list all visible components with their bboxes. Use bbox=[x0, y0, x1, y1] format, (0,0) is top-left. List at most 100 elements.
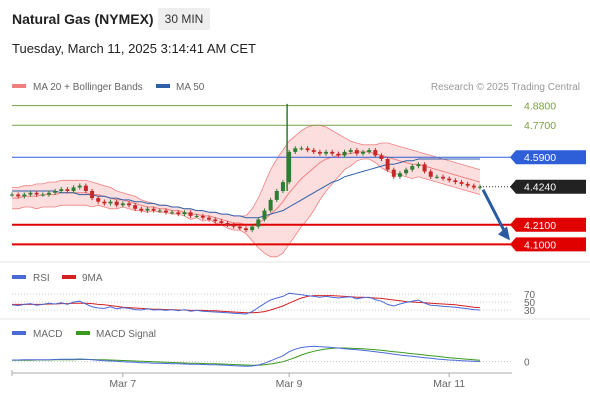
candle-body bbox=[256, 219, 261, 227]
rsi-tick-label: 30 bbox=[524, 306, 536, 317]
candle-body bbox=[465, 183, 470, 186]
candle-body bbox=[16, 194, 21, 197]
legend-swatch-rsi-ma bbox=[62, 275, 76, 279]
candle-body bbox=[213, 219, 218, 222]
candle-body bbox=[434, 176, 439, 178]
panel-separator bbox=[0, 318, 590, 320]
candle-body bbox=[108, 201, 113, 204]
level-label-bg-4.2100 bbox=[510, 217, 586, 232]
candle-body bbox=[22, 194, 27, 197]
candle-body bbox=[453, 180, 458, 183]
candle-body bbox=[225, 223, 230, 225]
candle-body bbox=[330, 151, 335, 154]
candle-body bbox=[348, 150, 353, 152]
candle-body bbox=[163, 210, 168, 213]
candle-body bbox=[102, 201, 107, 204]
x-tick-label: Mar 9 bbox=[276, 378, 303, 390]
candle-body bbox=[280, 182, 285, 191]
candle-body bbox=[40, 194, 45, 196]
candle-body bbox=[262, 210, 267, 220]
ma50-line bbox=[12, 158, 480, 219]
candle-body bbox=[237, 226, 242, 229]
candle-body bbox=[416, 164, 421, 167]
credit-text: Research © 2025 Trading Central bbox=[431, 82, 580, 93]
candle-body bbox=[182, 212, 187, 215]
legend-swatch-macd bbox=[12, 331, 26, 335]
candle-body bbox=[90, 191, 95, 199]
level-label-4.8800: 4.8800 bbox=[524, 101, 556, 113]
projection-arrow-line bbox=[481, 189, 508, 236]
candle-body bbox=[127, 203, 131, 206]
candle-body bbox=[157, 210, 162, 212]
candle-body bbox=[447, 178, 452, 181]
candle-body bbox=[367, 150, 372, 152]
candle-body bbox=[305, 148, 310, 151]
candle-body bbox=[293, 148, 298, 152]
legend-swatch-rsi bbox=[12, 275, 26, 279]
level-label-4.5900: 4.5900 bbox=[524, 152, 556, 164]
candle-body bbox=[391, 169, 396, 177]
candle-body bbox=[133, 205, 138, 209]
candle-body bbox=[145, 208, 150, 211]
candle-body bbox=[59, 189, 64, 191]
candle-body bbox=[65, 189, 70, 191]
legend-swatch-ma50 bbox=[156, 84, 170, 88]
candle-body bbox=[170, 212, 175, 214]
candle-body bbox=[194, 215, 199, 217]
candle-body bbox=[77, 185, 82, 188]
candle-body bbox=[176, 212, 181, 215]
level-label-4.2100: 4.2100 bbox=[524, 220, 556, 232]
candle-body bbox=[34, 192, 39, 195]
legend-label-macd: MACD bbox=[33, 329, 62, 340]
candle-body bbox=[354, 150, 359, 154]
candle-body bbox=[311, 150, 316, 152]
candle-body bbox=[428, 171, 433, 177]
projection-arrow-head bbox=[498, 226, 510, 241]
candle-body bbox=[219, 221, 224, 223]
level-label-bg-4.5900 bbox=[510, 150, 586, 165]
x-tick-label: Mar 11 bbox=[433, 378, 465, 390]
candle-body bbox=[250, 226, 255, 231]
candle-body bbox=[471, 185, 476, 188]
candle-body bbox=[336, 153, 341, 156]
instrument-title: Natural Gas (NYMEX) bbox=[12, 11, 154, 27]
x-tick-label: Mar 7 bbox=[109, 378, 136, 390]
candle-body bbox=[53, 191, 58, 193]
candle-body bbox=[207, 217, 212, 220]
timeframe-button[interactable]: 30 MIN bbox=[158, 8, 210, 30]
candle-body bbox=[10, 194, 14, 196]
level-label-4.7700: 4.7700 bbox=[524, 120, 556, 132]
candle-body bbox=[244, 228, 248, 231]
candle-body bbox=[139, 208, 144, 211]
rsi-line bbox=[11, 292, 481, 315]
candle-body bbox=[410, 166, 415, 170]
last-price-bg bbox=[510, 179, 586, 194]
candle-body bbox=[287, 151, 292, 183]
rsi-ma-line bbox=[12, 295, 481, 314]
candle-body bbox=[317, 151, 322, 154]
candle-body bbox=[373, 150, 378, 156]
candle-body bbox=[397, 173, 402, 177]
legend-label-macd-signal: MACD Signal bbox=[96, 329, 156, 340]
macd-tick-label: 0 bbox=[524, 358, 530, 369]
bollinger-band bbox=[12, 125, 480, 257]
candle-body bbox=[404, 169, 409, 174]
bollinger-upper bbox=[12, 124, 481, 217]
chart-header: Natural Gas (NYMEX) 30 MIN Tuesday, Marc… bbox=[0, 0, 590, 70]
legend-swatch-bollinger bbox=[12, 84, 26, 88]
candle-body bbox=[46, 192, 51, 195]
candle-body bbox=[114, 201, 119, 206]
candle-body bbox=[231, 224, 236, 227]
candle-body bbox=[83, 185, 88, 191]
candle-body bbox=[274, 191, 279, 200]
candle-body bbox=[441, 176, 446, 179]
rsi-tick-label: 70 bbox=[524, 290, 536, 301]
candle-body bbox=[71, 187, 76, 191]
legend-label-rsi-ma: 9MA bbox=[82, 273, 103, 284]
macd-line bbox=[12, 345, 481, 367]
candle-body bbox=[324, 151, 329, 154]
candle-body bbox=[151, 208, 156, 211]
candle-body bbox=[422, 164, 427, 172]
candle-body bbox=[268, 199, 273, 211]
candle-body bbox=[188, 212, 193, 216]
